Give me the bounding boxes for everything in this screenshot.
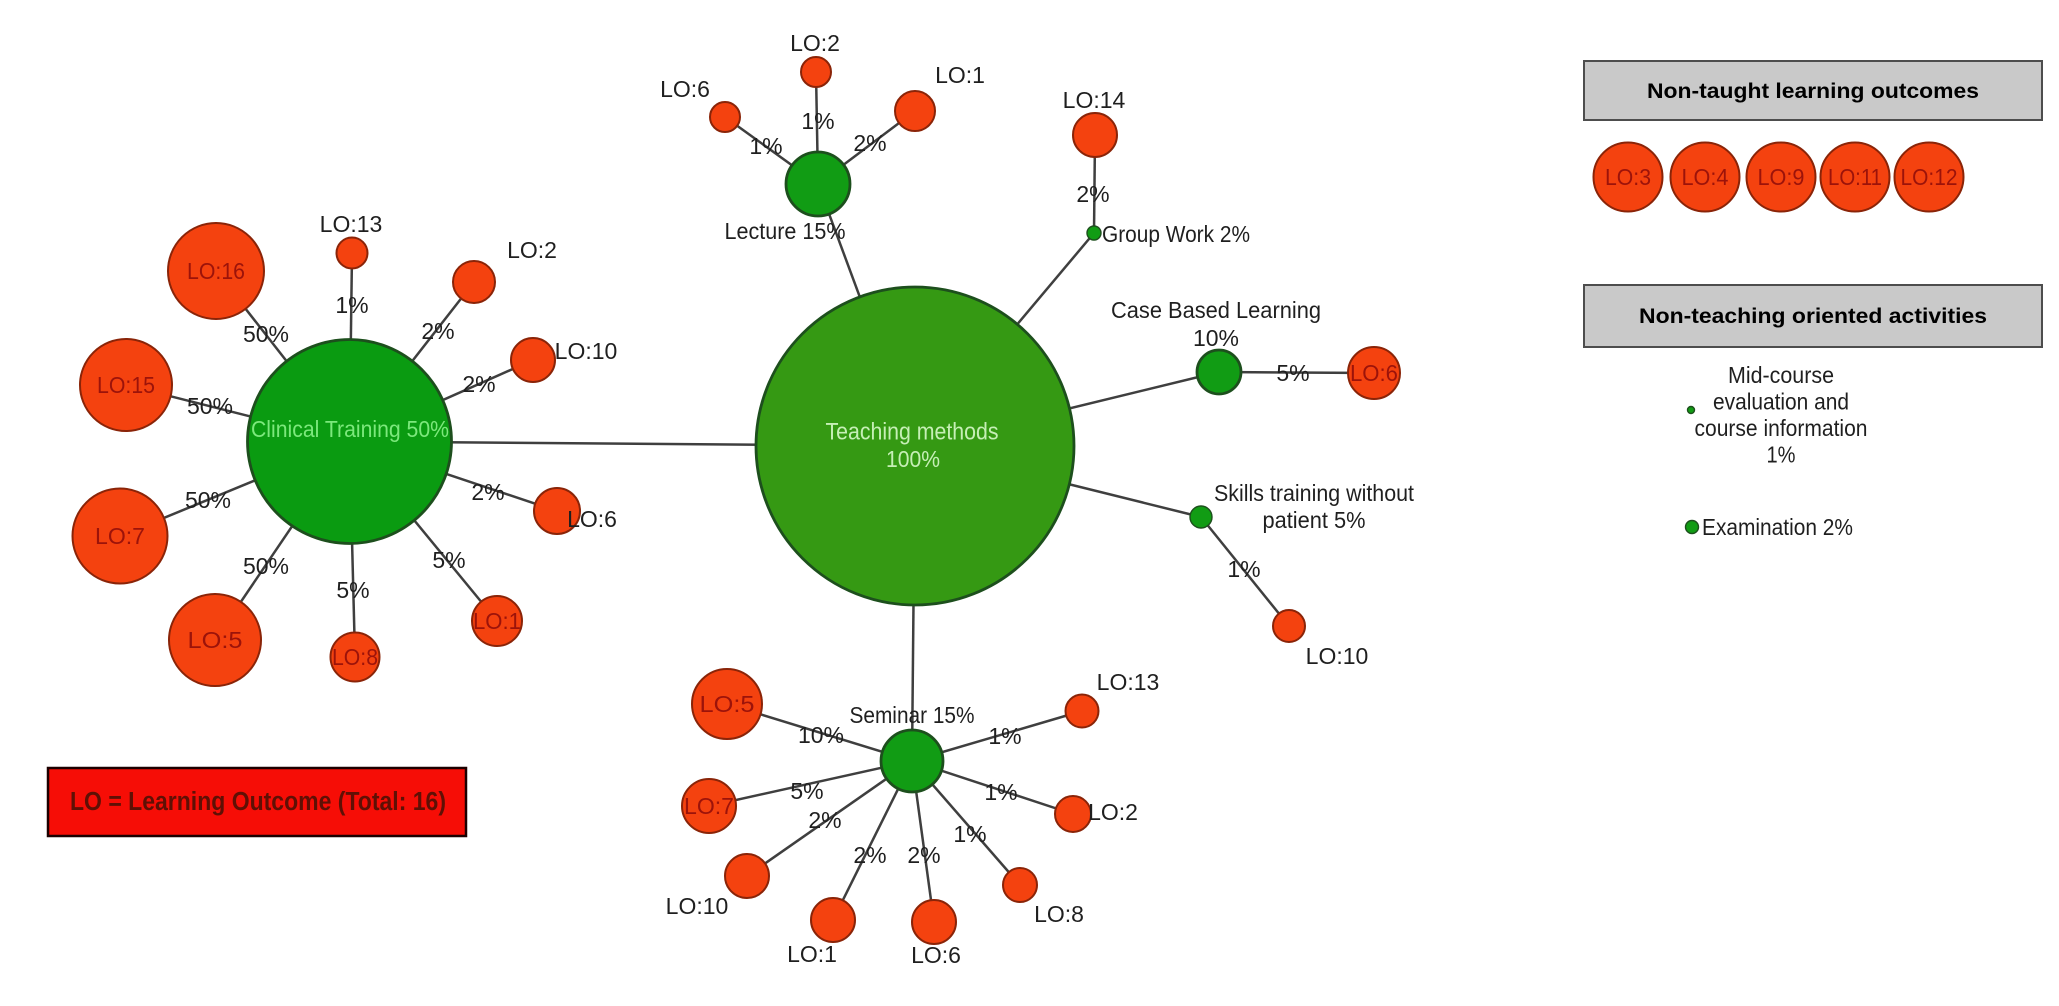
svg-text:50%: 50% bbox=[243, 321, 289, 347]
svg-text:LO:13: LO:13 bbox=[320, 211, 383, 237]
svg-text:Examination 2%: Examination 2% bbox=[1702, 514, 1853, 540]
svg-text:5%: 5% bbox=[432, 547, 465, 573]
svg-text:2%: 2% bbox=[1076, 181, 1109, 207]
svg-text:LO:8: LO:8 bbox=[332, 644, 378, 670]
svg-text:1%: 1% bbox=[953, 821, 986, 847]
svg-text:LO:5: LO:5 bbox=[188, 627, 243, 653]
svg-text:Case Based Learning: Case Based Learning bbox=[1111, 297, 1321, 323]
svg-text:2%: 2% bbox=[471, 479, 504, 505]
svg-text:LO:10: LO:10 bbox=[555, 338, 618, 364]
svg-text:5%: 5% bbox=[1276, 360, 1309, 386]
svg-text:LO:15: LO:15 bbox=[97, 372, 155, 398]
svg-text:course information: course information bbox=[1695, 415, 1868, 441]
svg-text:Mid-course: Mid-course bbox=[1728, 362, 1834, 388]
svg-text:Clinical Training 50%: Clinical Training 50% bbox=[251, 416, 449, 442]
svg-text:Group Work 2%: Group Work 2% bbox=[1102, 221, 1250, 247]
svg-text:Lecture 15%: Lecture 15% bbox=[725, 218, 846, 244]
svg-text:1%: 1% bbox=[1227, 556, 1260, 582]
svg-text:LO:2: LO:2 bbox=[1088, 799, 1138, 825]
svg-text:LO:1: LO:1 bbox=[935, 62, 985, 88]
svg-text:5%: 5% bbox=[790, 778, 823, 804]
svg-text:1%: 1% bbox=[988, 723, 1021, 749]
svg-text:LO:1: LO:1 bbox=[787, 941, 837, 967]
svg-text:Teaching methods: Teaching methods bbox=[826, 419, 999, 446]
svg-text:LO:11: LO:11 bbox=[1828, 164, 1882, 190]
svg-text:Skills training without: Skills training without bbox=[1214, 480, 1415, 506]
svg-text:10%: 10% bbox=[798, 722, 844, 748]
svg-text:LO:7: LO:7 bbox=[95, 523, 145, 549]
svg-text:2%: 2% bbox=[907, 842, 940, 868]
svg-text:1%: 1% bbox=[1767, 442, 1796, 468]
svg-text:LO:13: LO:13 bbox=[1097, 669, 1160, 695]
svg-text:LO:12: LO:12 bbox=[1901, 164, 1958, 190]
svg-text:LO:1: LO:1 bbox=[473, 608, 521, 634]
svg-text:50%: 50% bbox=[243, 553, 289, 579]
svg-text:1%: 1% bbox=[335, 292, 368, 318]
svg-text:patient 5%: patient 5% bbox=[1263, 507, 1366, 533]
svg-text:Non-taught learning outcomes: Non-taught learning outcomes bbox=[1647, 79, 1979, 103]
svg-text:LO:8: LO:8 bbox=[1034, 901, 1084, 927]
svg-text:50%: 50% bbox=[185, 487, 231, 513]
svg-text:2%: 2% bbox=[462, 371, 495, 397]
svg-text:LO:9: LO:9 bbox=[1758, 164, 1805, 190]
svg-text:100%: 100% bbox=[886, 446, 940, 472]
svg-text:1%: 1% bbox=[801, 108, 834, 134]
svg-text:1%: 1% bbox=[749, 133, 782, 159]
svg-text:LO:5: LO:5 bbox=[700, 691, 755, 717]
svg-text:LO:6: LO:6 bbox=[567, 506, 617, 532]
svg-text:LO:3: LO:3 bbox=[1605, 164, 1651, 190]
svg-text:10%: 10% bbox=[1193, 325, 1239, 351]
svg-text:Non-teaching oriented activiti: Non-teaching oriented activities bbox=[1639, 304, 1987, 328]
svg-text:2%: 2% bbox=[421, 318, 454, 344]
svg-text:LO:4: LO:4 bbox=[1682, 164, 1729, 190]
svg-text:Seminar 15%: Seminar 15% bbox=[850, 702, 975, 728]
svg-text:LO:7: LO:7 bbox=[684, 793, 734, 819]
svg-text:LO:2: LO:2 bbox=[790, 30, 840, 56]
svg-text:5%: 5% bbox=[336, 577, 369, 603]
svg-text:LO:6: LO:6 bbox=[660, 76, 710, 102]
svg-text:2%: 2% bbox=[853, 130, 886, 156]
svg-text:LO:6: LO:6 bbox=[911, 942, 961, 968]
svg-text:LO:14: LO:14 bbox=[1063, 87, 1126, 113]
svg-text:evaluation and: evaluation and bbox=[1713, 389, 1849, 415]
svg-text:1%: 1% bbox=[984, 779, 1017, 805]
svg-text:LO = Learning Outcome (Total:: LO = Learning Outcome (Total: 16) bbox=[70, 788, 446, 816]
svg-text:LO:10: LO:10 bbox=[666, 893, 729, 919]
svg-text:2%: 2% bbox=[853, 842, 886, 868]
svg-text:LO:2: LO:2 bbox=[507, 237, 557, 263]
svg-text:2%: 2% bbox=[808, 807, 841, 833]
svg-text:LO:10: LO:10 bbox=[1306, 643, 1369, 669]
svg-text:50%: 50% bbox=[187, 393, 233, 419]
svg-text:LO:16: LO:16 bbox=[187, 258, 245, 284]
svg-text:LO:6: LO:6 bbox=[1350, 360, 1398, 386]
